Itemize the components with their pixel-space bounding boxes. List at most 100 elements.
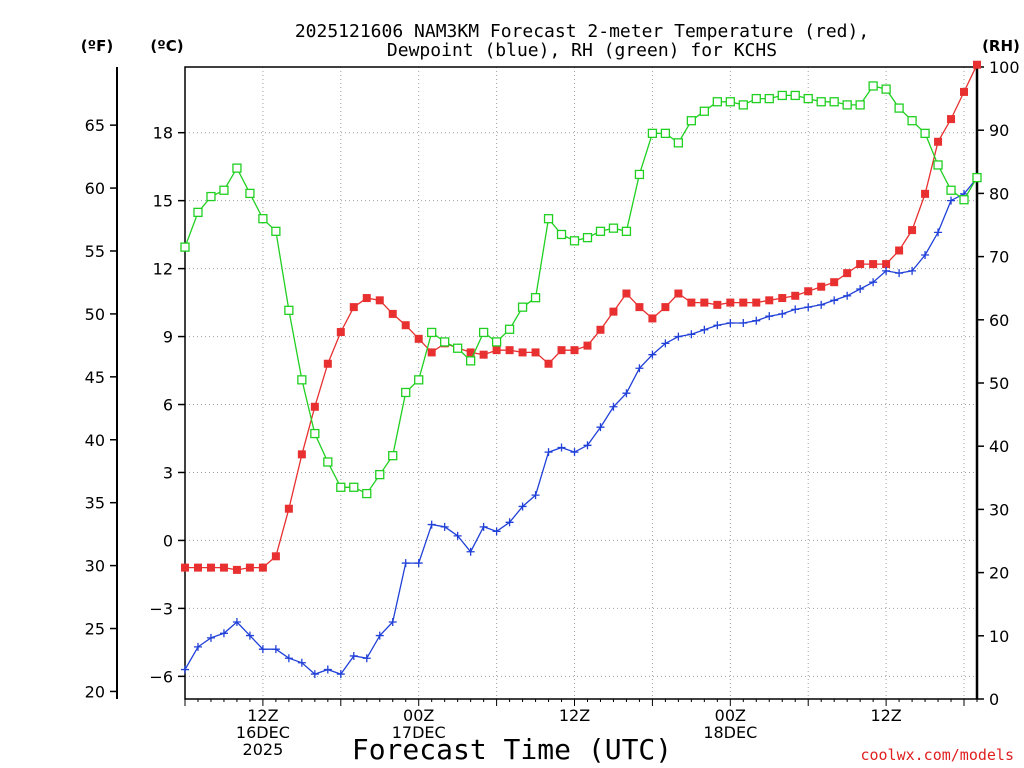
dewpoint-point <box>181 665 189 674</box>
temperature-point <box>583 341 592 350</box>
dewpoint-point <box>921 251 930 260</box>
dewpoint-point <box>596 423 605 432</box>
rh-point <box>336 482 346 492</box>
temperature-point <box>414 334 423 343</box>
rh-point <box>491 337 502 347</box>
dewpoint-point <box>349 651 358 660</box>
dewpoint-point <box>336 670 345 679</box>
temperature-point <box>921 189 930 198</box>
dewpoint-point <box>557 443 566 452</box>
temperature-point <box>778 294 787 303</box>
x-tick-label: 12Z <box>870 706 901 725</box>
x-tick-label: 16DEC <box>236 723 290 742</box>
temperature-point <box>557 346 566 355</box>
celsius-tick-label: 6 <box>163 396 173 415</box>
temperature-point <box>739 298 748 307</box>
temperature-point <box>674 289 683 298</box>
dewpoint-point <box>583 441 592 450</box>
rh-tick-label: 40 <box>989 437 1009 456</box>
rh-series <box>180 81 982 499</box>
temperature-point <box>297 450 306 459</box>
rh-point <box>517 302 528 312</box>
dewpoint-point <box>895 269 904 278</box>
dewpoint-point <box>414 559 423 568</box>
temperature-point <box>804 287 813 296</box>
rh-point <box>543 214 554 224</box>
temperature-point <box>544 359 553 368</box>
temperature-point <box>492 346 501 355</box>
temperature-point <box>661 303 670 312</box>
dewpoint-point <box>427 520 436 529</box>
celsius-tick-label: 0 <box>163 531 173 550</box>
rh-point <box>686 116 697 126</box>
temperature-series <box>181 60 981 574</box>
dewpoint-point <box>791 305 800 314</box>
dewpoint-point <box>401 559 410 568</box>
temperature-point <box>752 298 761 307</box>
temperature-point <box>258 563 267 572</box>
dewpoint-point <box>934 228 943 237</box>
dewpoint-point <box>505 518 514 527</box>
temperature-point <box>271 552 280 561</box>
fahrenheit-tick-label: 40 <box>85 431 105 450</box>
temperature-point <box>648 314 657 323</box>
rh-axis-label: (RH) <box>982 37 1020 55</box>
rh-point <box>621 226 632 236</box>
dewpoint-point <box>453 531 462 540</box>
temperature-point <box>401 321 410 330</box>
dewpoint-point <box>765 312 774 321</box>
chart-title: 2025121606 NAM3KM Forecast 2-meter Tempe… <box>295 21 869 42</box>
dewpoint-point <box>804 303 813 312</box>
rh-point <box>193 207 203 218</box>
fahrenheit-tick-label: 60 <box>85 179 105 198</box>
dewpoint-point <box>219 629 228 638</box>
fahrenheit-tick-label: 20 <box>85 682 105 701</box>
temperature-point <box>882 260 891 269</box>
rh-point <box>816 97 826 107</box>
rh-point <box>323 457 333 467</box>
rh-tick-label: 0 <box>989 690 999 709</box>
fahrenheit-tick-label: 65 <box>85 116 105 135</box>
temperature-point <box>181 563 189 572</box>
temperature-point <box>310 402 319 411</box>
celsius-tick-label: 3 <box>163 463 173 482</box>
x-tick-label: 17DEC <box>392 723 446 742</box>
dewpoint-point <box>882 266 891 275</box>
rh-point <box>219 185 229 195</box>
fahrenheit-tick-label: 25 <box>85 620 105 639</box>
dewpoint-point <box>258 645 267 654</box>
rh-tick-label: 10 <box>989 627 1009 646</box>
celsius-tick-label: −3 <box>149 599 173 618</box>
celsius-tick-label: 12 <box>153 260 173 279</box>
credit-text: coolwx.com/models <box>860 746 1014 764</box>
dewpoint-point <box>713 321 722 330</box>
rh-point <box>530 293 541 303</box>
rh-point <box>790 90 800 101</box>
celsius-tick-label: 9 <box>163 328 173 347</box>
rh-point <box>569 236 580 246</box>
rh-point <box>349 482 359 492</box>
rh-point <box>829 97 839 107</box>
temperature-point <box>245 563 254 572</box>
rh-point <box>206 191 216 202</box>
dewpoint-point <box>362 654 371 663</box>
rh-point <box>855 100 865 110</box>
temperature-point <box>362 294 371 303</box>
rh-point <box>608 223 619 233</box>
temperature-point <box>388 309 397 318</box>
dewpoint-point <box>193 642 202 651</box>
rh-tick-label: 60 <box>989 311 1009 330</box>
chart-series <box>180 60 982 679</box>
dewpoint-point <box>778 309 787 318</box>
dewpoint-point <box>856 284 865 293</box>
dewpoint-point <box>726 318 735 327</box>
rh-point <box>699 106 709 116</box>
x-tick-label: 00Z <box>715 706 746 725</box>
dewpoint-point <box>648 350 657 359</box>
temperature-point <box>973 60 981 69</box>
rh-point <box>933 160 943 170</box>
temperature-point <box>466 348 475 357</box>
fahrenheit-axis-label: (ºF) <box>81 37 113 55</box>
rh-tick-label: 30 <box>989 500 1009 519</box>
temperature-point <box>336 328 345 337</box>
